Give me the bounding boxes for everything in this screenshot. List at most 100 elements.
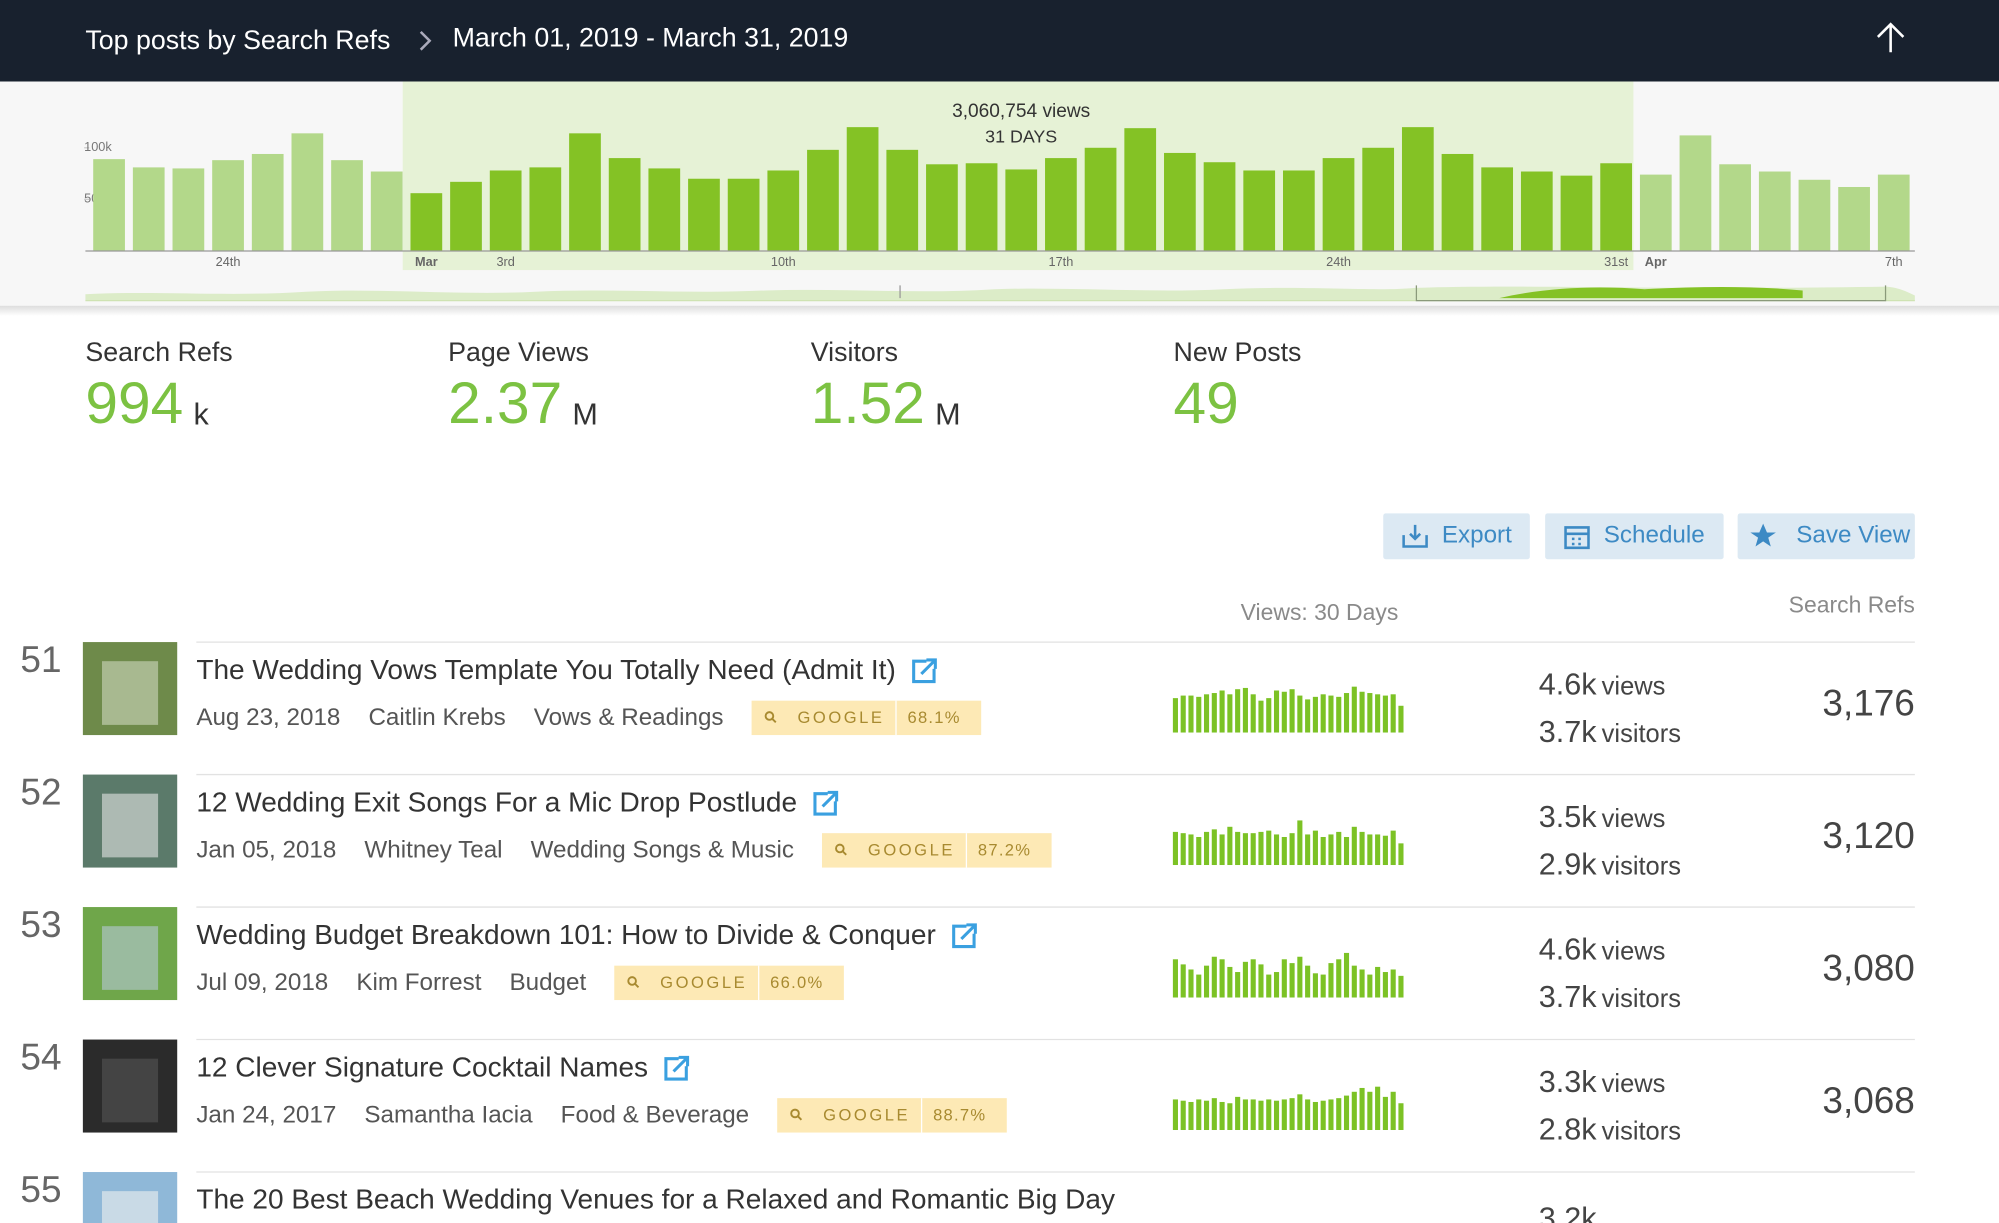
button[interactable]: Export (1383, 513, 1530, 560)
sparkline-bar (1390, 969, 1396, 998)
bar[interactable] (1758, 171, 1791, 251)
search-refs: 3,120 (1822, 815, 1914, 856)
bar[interactable] (1322, 158, 1355, 251)
bar[interactable] (132, 167, 165, 251)
bar[interactable] (846, 127, 879, 251)
source-share: 88.7% (933, 1105, 986, 1124)
bar[interactable] (1719, 164, 1751, 251)
table-row[interactable]: 54 12 Clever Signature Cocktail Names Jan … (20, 1037, 1915, 1147)
sparkline-bar (1375, 966, 1381, 998)
post-title[interactable]: The Wedding Vows Template You Totally Ne… (196, 654, 895, 685)
thumbnail-detail (101, 793, 159, 858)
collapse-button[interactable] (1876, 22, 1905, 53)
bar[interactable] (1560, 175, 1593, 251)
bar[interactable] (648, 168, 681, 251)
bar[interactable] (291, 133, 324, 251)
highlight-subtitle: 31 DAYS (985, 126, 1057, 146)
sparkline-bar (1297, 695, 1303, 733)
bar[interactable] (212, 160, 244, 251)
bar[interactable] (688, 178, 720, 251)
external-link-icon[interactable] (912, 658, 937, 684)
bar[interactable] (1679, 135, 1712, 251)
bar[interactable] (1084, 147, 1117, 251)
button-bg[interactable] (1737, 513, 1915, 560)
bar[interactable] (529, 167, 562, 251)
post-title[interactable]: 12 Clever Signature Cocktail Names (196, 1051, 648, 1082)
external-link-icon[interactable] (664, 1055, 690, 1081)
bar[interactable] (172, 168, 205, 251)
visitors-unit: visitors (1602, 985, 1681, 1013)
bar[interactable] (1600, 163, 1633, 251)
sparkline-bar (1258, 1100, 1264, 1131)
bar[interactable] (1203, 162, 1236, 251)
bar[interactable] (1124, 128, 1157, 251)
button[interactable]: Save View (1737, 513, 1915, 560)
sparkline-bar (1343, 952, 1350, 998)
bar[interactable] (1164, 152, 1196, 251)
post-title[interactable]: The 20 Best Beach Wedding Venues for a R… (196, 1184, 1115, 1215)
bar[interactable] (450, 181, 482, 251)
sparkline-bar (1196, 974, 1202, 998)
stat-label: New Posts (1174, 337, 1302, 367)
table-row[interactable]: 53 Wedding Budget Breakdown 101: How to D… (20, 904, 1915, 1014)
thumbnail-detail (101, 1191, 159, 1223)
bar[interactable] (608, 158, 641, 251)
button-label[interactable]: Export (1442, 522, 1512, 549)
button-label[interactable]: Save View (1796, 522, 1910, 549)
bar[interactable] (727, 178, 760, 251)
button-label[interactable]: Schedule (1604, 522, 1705, 549)
bar[interactable] (251, 153, 284, 251)
table-row[interactable]: 55 The 20 Best Beach Wedding Venues for a… (20, 1169, 1915, 1223)
column-header[interactable]: Search Refs (1789, 591, 1915, 617)
stat-unit: M (935, 398, 960, 432)
sparkline-bar (1351, 1091, 1357, 1131)
bar[interactable] (767, 170, 800, 251)
bar[interactable] (1798, 179, 1831, 251)
bar[interactable] (926, 164, 958, 251)
bar[interactable] (1838, 186, 1870, 251)
bar[interactable] (1045, 158, 1077, 251)
bar[interactable] (489, 170, 522, 251)
date-range[interactable]: March 01, 2019 - March 31, 2019 (453, 23, 849, 53)
bar[interactable] (1243, 170, 1276, 251)
bar[interactable] (1401, 127, 1434, 251)
bar[interactable] (93, 159, 125, 251)
external-link-icon[interactable] (952, 923, 977, 949)
bar[interactable] (370, 171, 403, 251)
views-count: 3.2k (1539, 1202, 1598, 1223)
table-row[interactable]: 51 The Wedding Vows Template You Totally … (20, 639, 1915, 749)
post-title[interactable]: 12 Wedding Exit Songs For a Mic Drop Pos… (196, 786, 797, 817)
bar[interactable] (965, 163, 998, 251)
x-tick-label: Apr (1645, 254, 1667, 269)
bar[interactable] (1639, 174, 1672, 251)
sparkline-bar (1305, 834, 1311, 866)
table-row[interactable]: 52 12 Wedding Exit Songs For a Mic Drop P… (20, 772, 1915, 882)
sparkline-bar (1382, 835, 1388, 866)
bar[interactable] (1362, 147, 1395, 251)
sparkline-bar (1227, 1103, 1233, 1131)
bar[interactable] (410, 193, 443, 251)
sparkline-bar (1312, 830, 1318, 866)
sparkline-bar (1367, 974, 1373, 998)
bar[interactable] (1481, 167, 1514, 251)
sparkline-bar (1382, 695, 1388, 733)
bar[interactable] (1441, 153, 1474, 251)
bar[interactable] (1282, 170, 1315, 251)
post-date: Aug 23, 2018 (196, 704, 340, 731)
bar[interactable] (331, 160, 363, 251)
stat-value: 994 (85, 371, 183, 436)
highlight-title: 3,060,754 views (952, 101, 1090, 122)
button[interactable]: Schedule (1545, 513, 1724, 560)
sparkline-bar (1289, 833, 1295, 866)
bar[interactable] (1877, 174, 1910, 251)
bar[interactable] (1005, 169, 1038, 251)
badge-bg (751, 700, 982, 736)
bar[interactable] (569, 133, 601, 251)
bar[interactable] (807, 149, 839, 251)
post-title[interactable]: Wedding Budget Breakdown 101: How to Div… (196, 919, 935, 950)
sparkline-bar (1242, 1099, 1248, 1131)
bar[interactable] (1520, 171, 1553, 251)
sparkline-bar (1235, 831, 1241, 866)
bar[interactable] (886, 149, 919, 251)
external-link-icon[interactable] (813, 790, 839, 816)
